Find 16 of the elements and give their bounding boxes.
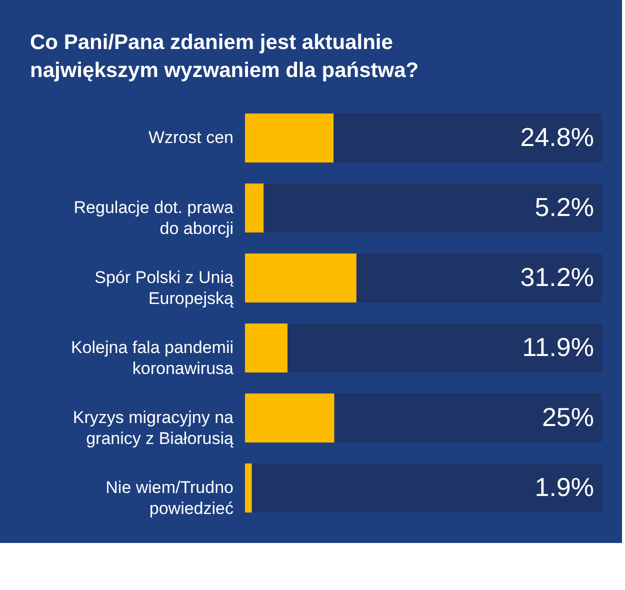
y-tick-label: Kolejna fala pandemii koronawirusa: [70, 338, 234, 378]
y-tick-label: Spór Polski z Unią Europejską: [94, 268, 234, 308]
bar: [245, 464, 252, 512]
data-label: 24.8%: [520, 122, 594, 152]
data-label: 5.2%: [534, 192, 594, 222]
y-tick-label: Wzrost cen: [148, 128, 234, 147]
data-label: 1.9%: [534, 472, 594, 502]
data-label: 25%: [542, 402, 594, 432]
data-label: 31.2%: [520, 262, 594, 292]
chart-title: Co Pani/Pana zdaniem jest aktualnie największym wyzwaniem dla państwa?: [30, 31, 419, 82]
y-tick-label: Kryzys migracyjny na granicy z Białorusią: [72, 408, 234, 448]
y-tick-label: Nie wiem/Trudno powiedzieć: [106, 478, 234, 518]
bar: [245, 184, 264, 232]
y-tick-label: Regulacje dot. prawa do aborcji: [74, 198, 234, 238]
bar: [245, 324, 288, 372]
data-label: 11.9%: [522, 332, 594, 362]
